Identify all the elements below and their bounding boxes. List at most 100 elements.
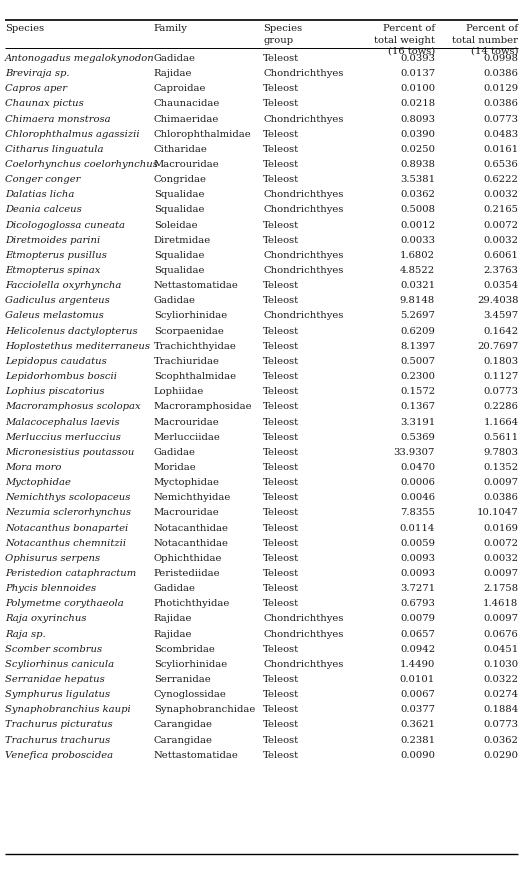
Text: Facciolella oxyrhyncha: Facciolella oxyrhyncha — [5, 281, 121, 290]
Text: Raja oxyrinchus: Raja oxyrinchus — [5, 615, 86, 623]
Text: Lophius piscatorius: Lophius piscatorius — [5, 388, 105, 396]
Text: Nezumia sclerorhynchus: Nezumia sclerorhynchus — [5, 508, 131, 518]
Text: Chondrichthyes: Chondrichthyes — [263, 114, 343, 124]
Text: Macrouridae: Macrouridae — [154, 160, 219, 169]
Text: Teleost: Teleost — [263, 341, 299, 351]
Text: Chondrichthyes: Chondrichthyes — [263, 69, 343, 79]
Text: 2.1758: 2.1758 — [483, 584, 518, 593]
Text: Scomber scombrus: Scomber scombrus — [5, 644, 102, 654]
Text: Chondrichthyes: Chondrichthyes — [263, 205, 343, 215]
Text: Gadidae: Gadidae — [154, 54, 196, 63]
Text: Teleost: Teleost — [263, 388, 299, 396]
Text: 20.7697: 20.7697 — [477, 341, 518, 351]
Text: 0.5007: 0.5007 — [400, 357, 435, 366]
Text: Lophiidae: Lophiidae — [154, 388, 204, 396]
Text: 0.0101: 0.0101 — [400, 675, 435, 684]
Text: 0.0290: 0.0290 — [483, 751, 518, 760]
Text: Scorpaenidae: Scorpaenidae — [154, 327, 224, 335]
Text: Teleost: Teleost — [263, 402, 299, 411]
Text: 0.0032: 0.0032 — [483, 553, 518, 563]
Text: Teleost: Teleost — [263, 524, 299, 533]
Text: Teleost: Teleost — [263, 145, 299, 154]
Text: Capros aper: Capros aper — [5, 85, 67, 93]
Text: 0.8093: 0.8093 — [400, 114, 435, 124]
Text: 0.0321: 0.0321 — [400, 281, 435, 290]
Text: Conger conger: Conger conger — [5, 175, 81, 184]
Text: Gadidae: Gadidae — [154, 296, 196, 306]
Text: Percent of
total weight
(16 tows): Percent of total weight (16 tows) — [374, 24, 435, 56]
Text: Chondrichthyes: Chondrichthyes — [263, 629, 343, 638]
Text: Teleost: Teleost — [263, 478, 299, 487]
Text: Chondrichthyes: Chondrichthyes — [263, 190, 343, 199]
Text: Galeus melastomus: Galeus melastomus — [5, 312, 104, 320]
Text: Teleost: Teleost — [263, 584, 299, 593]
Text: Squalidae: Squalidae — [154, 266, 204, 275]
Text: 0.0114: 0.0114 — [400, 524, 435, 533]
Text: Teleost: Teleost — [263, 327, 299, 335]
Text: 0.0032: 0.0032 — [483, 190, 518, 199]
Text: Species
group: Species group — [263, 24, 302, 45]
Text: 0.0072: 0.0072 — [483, 221, 518, 230]
Text: Micronesistius poutassou: Micronesistius poutassou — [5, 448, 134, 457]
Text: Macroramphosus scolopax: Macroramphosus scolopax — [5, 402, 141, 411]
Text: Merluccius merluccius: Merluccius merluccius — [5, 433, 121, 442]
Text: 0.0354: 0.0354 — [483, 281, 518, 290]
Text: Phycis blennoides: Phycis blennoides — [5, 584, 96, 593]
Text: 10.1047: 10.1047 — [477, 508, 518, 518]
Text: Etmopterus spinax: Etmopterus spinax — [5, 266, 101, 275]
Text: Teleost: Teleost — [263, 463, 299, 472]
Text: Mora moro: Mora moro — [5, 463, 61, 472]
Text: 0.1352: 0.1352 — [483, 463, 518, 472]
Text: Diretmidae: Diretmidae — [154, 236, 211, 244]
Text: 9.8148: 9.8148 — [400, 296, 435, 306]
Text: Chondrichthyes: Chondrichthyes — [263, 312, 343, 320]
Text: 0.0483: 0.0483 — [483, 130, 518, 139]
Text: Chondrichthyes: Chondrichthyes — [263, 660, 343, 669]
Text: Etmopterus pusillus: Etmopterus pusillus — [5, 251, 107, 260]
Text: 0.0362: 0.0362 — [483, 736, 518, 745]
Text: Macrouridae: Macrouridae — [154, 417, 219, 427]
Text: 9.7803: 9.7803 — [483, 448, 518, 457]
Text: Scophthalmidae: Scophthalmidae — [154, 372, 236, 382]
Text: Hoplostethus mediterraneus: Hoplostethus mediterraneus — [5, 341, 150, 351]
Text: 0.5369: 0.5369 — [400, 433, 435, 442]
Text: Scyliorhinus canicula: Scyliorhinus canicula — [5, 660, 114, 669]
Text: 0.5611: 0.5611 — [483, 433, 518, 442]
Text: 0.0942: 0.0942 — [400, 644, 435, 654]
Text: Chondrichthyes: Chondrichthyes — [263, 615, 343, 623]
Text: 0.0773: 0.0773 — [483, 720, 518, 730]
Text: Diretmoides parini: Diretmoides parini — [5, 236, 101, 244]
Text: Chaunax pictus: Chaunax pictus — [5, 100, 84, 108]
Text: 0.0059: 0.0059 — [400, 539, 435, 547]
Text: Coelorhynchus coelorhynchus: Coelorhynchus coelorhynchus — [5, 160, 158, 169]
Text: Teleost: Teleost — [263, 372, 299, 382]
Text: Trachurus picturatus: Trachurus picturatus — [5, 720, 113, 730]
Text: 0.0033: 0.0033 — [400, 236, 435, 244]
Text: 0.0097: 0.0097 — [483, 478, 518, 487]
Text: 0.0676: 0.0676 — [483, 629, 518, 638]
Text: Breviraja sp.: Breviraja sp. — [5, 69, 70, 79]
Text: Citharus linguatula: Citharus linguatula — [5, 145, 104, 154]
Text: Macroramphosidae: Macroramphosidae — [154, 402, 252, 411]
Text: Notacanthus chemnitzii: Notacanthus chemnitzii — [5, 539, 126, 547]
Text: 1.1664: 1.1664 — [483, 417, 518, 427]
Text: 0.0386: 0.0386 — [483, 100, 518, 108]
Text: 3.5381: 3.5381 — [400, 175, 435, 184]
Text: Chimaera monstrosa: Chimaera monstrosa — [5, 114, 111, 124]
Text: 0.1803: 0.1803 — [483, 357, 518, 366]
Text: Species: Species — [5, 24, 44, 33]
Text: Teleost: Teleost — [263, 644, 299, 654]
Text: 0.0129: 0.0129 — [483, 85, 518, 93]
Text: Squalidae: Squalidae — [154, 205, 204, 215]
Text: 0.0657: 0.0657 — [400, 629, 435, 638]
Text: Gadiculus argenteus: Gadiculus argenteus — [5, 296, 110, 306]
Text: 0.0386: 0.0386 — [483, 493, 518, 502]
Text: 1.4618: 1.4618 — [483, 599, 518, 608]
Text: Teleost: Teleost — [263, 751, 299, 760]
Text: 0.0998: 0.0998 — [483, 54, 518, 63]
Text: 0.1572: 0.1572 — [400, 388, 435, 396]
Text: 0.2381: 0.2381 — [400, 736, 435, 745]
Text: Citharidae: Citharidae — [154, 145, 207, 154]
Text: 0.0093: 0.0093 — [400, 569, 435, 578]
Text: Serranidae hepatus: Serranidae hepatus — [5, 675, 105, 684]
